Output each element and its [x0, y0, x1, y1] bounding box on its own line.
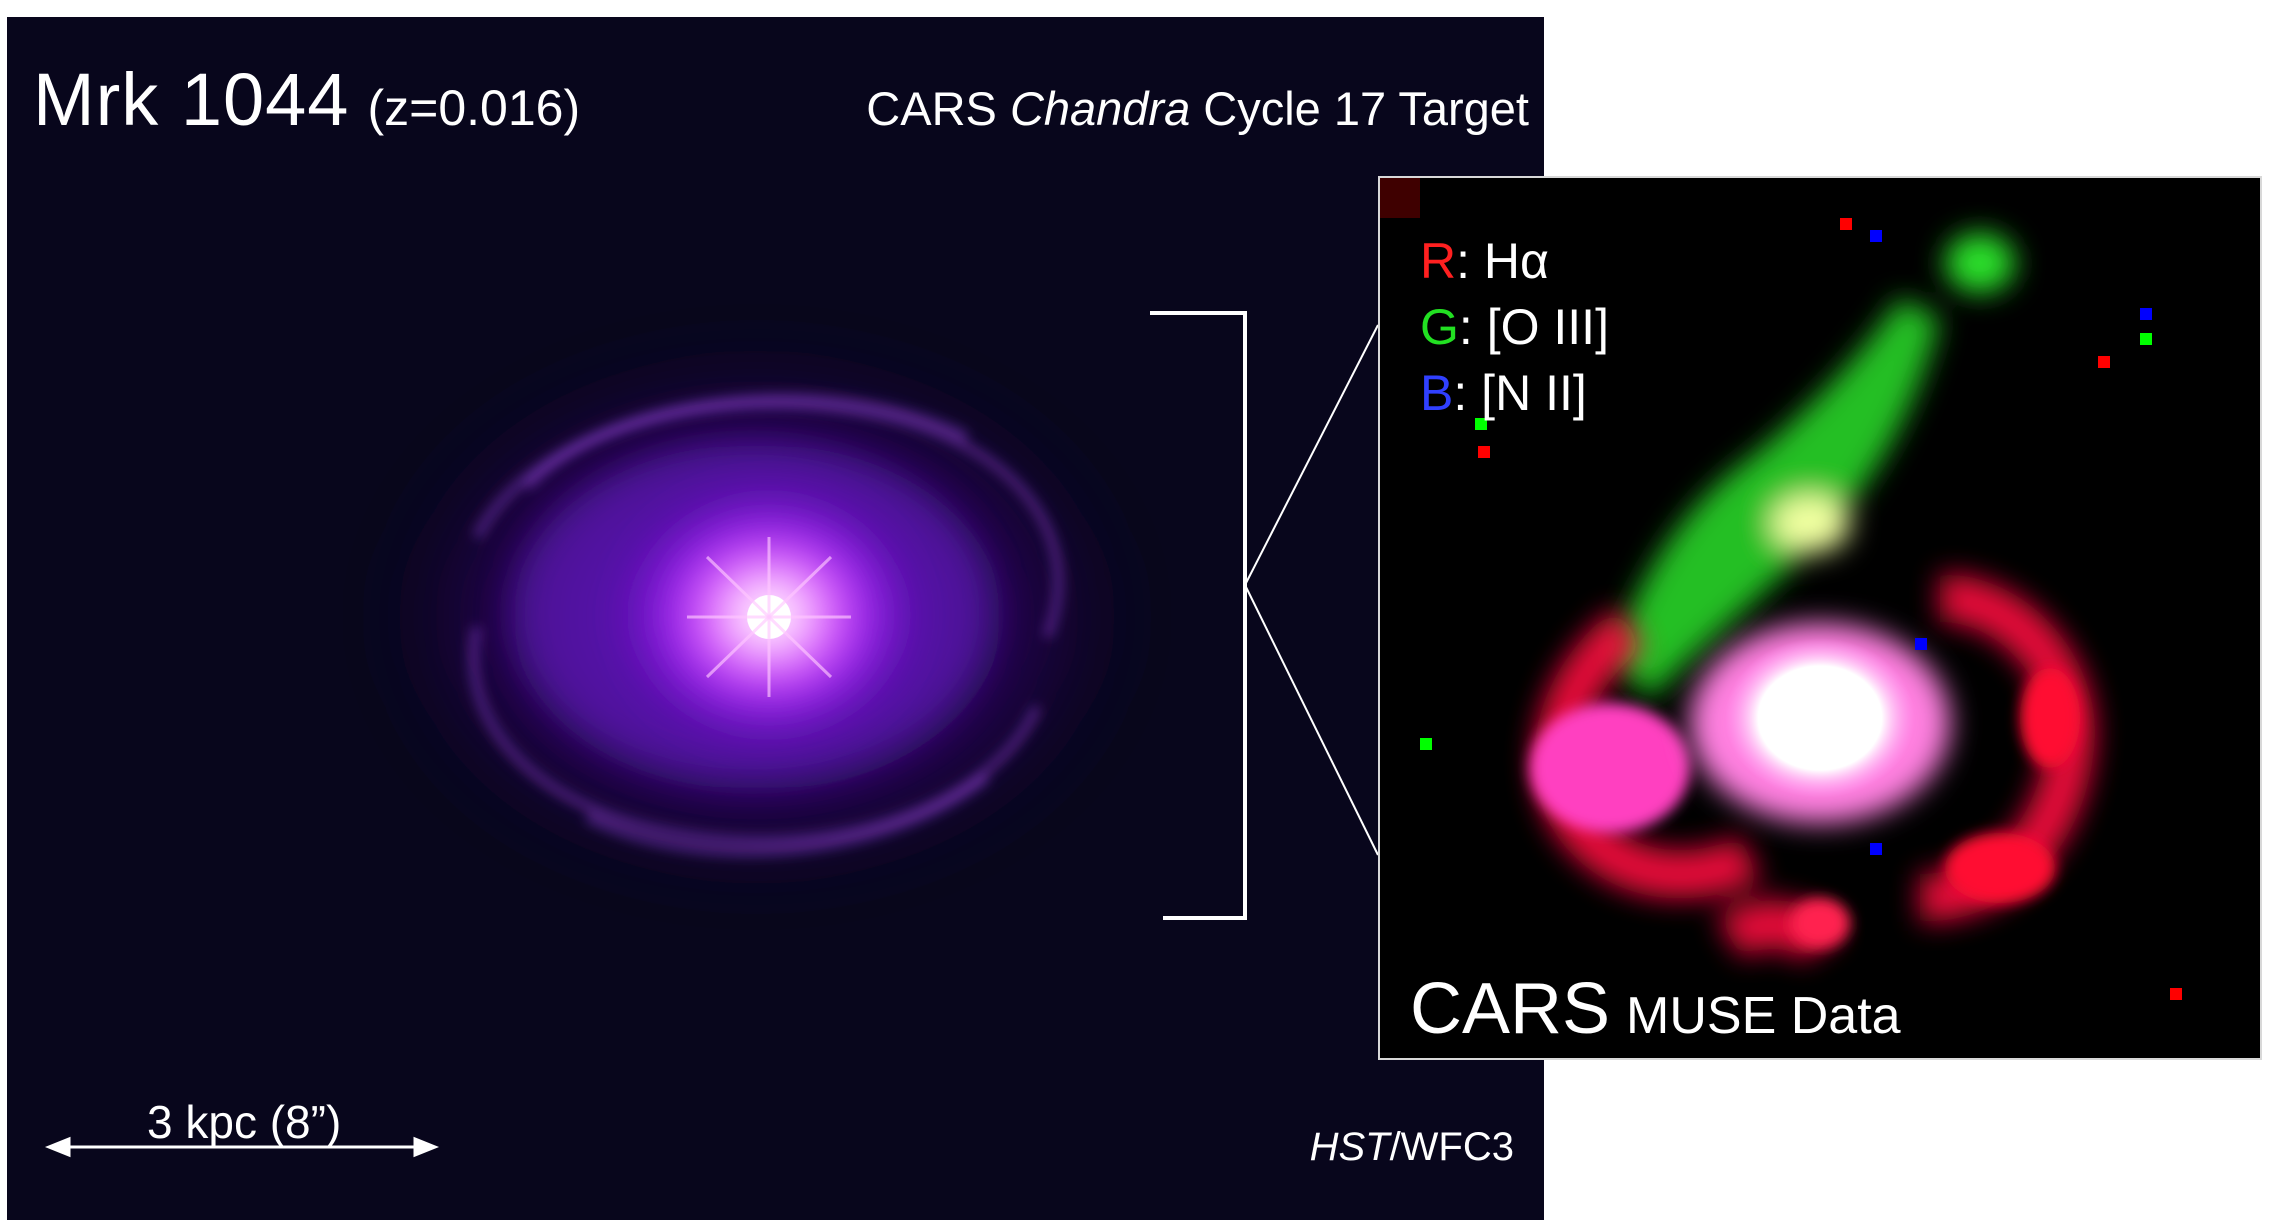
- instrument-camera: /WFC3: [1389, 1125, 1514, 1169]
- legend-channel-r: R: [1420, 233, 1457, 289]
- legend-row-blue: B: [N II]: [1420, 360, 1609, 426]
- muse-title-sub: MUSE Data: [1626, 987, 1901, 1045]
- legend-line-nii: [N II]: [1481, 365, 1587, 421]
- galaxy-title: Mrk 1044 (z=0.016): [33, 57, 580, 142]
- oiii-outflow: [1610, 233, 2015, 698]
- scale-bar-label: 3 kpc (8”): [147, 1096, 342, 1148]
- noise-pixels: [1380, 178, 2182, 1000]
- target-cycle: Cycle 17 Target: [1203, 82, 1529, 135]
- scale-bar: [44, 1136, 440, 1158]
- legend-channel-b: B: [1420, 365, 1454, 421]
- cars-target-label: CARS Chandra Cycle 17 Target: [866, 81, 1529, 136]
- instrument-telescope: HST: [1309, 1125, 1390, 1169]
- legend-separator: :: [1458, 299, 1473, 355]
- target-observatory: Chandra: [1009, 82, 1191, 135]
- channel-legend: R: Hα G: [O III] B: [N II]: [1420, 228, 1609, 426]
- legend-line-halpha: Hα: [1483, 233, 1549, 289]
- muse-title: CARS MUSE Data: [1410, 968, 1901, 1050]
- legend-row-red: R: Hα: [1420, 228, 1609, 294]
- legend-channel-g: G: [1420, 299, 1459, 355]
- galaxy-core: [619, 485, 919, 745]
- hst-image-panel: Mrk 1044 (z=0.016) CARS Chandra Cycle 17 …: [7, 17, 1544, 1220]
- redshift-label: (z=0.016): [367, 80, 581, 136]
- spiral-arms: [468, 393, 1064, 857]
- legend-line-oiii: [O III]: [1486, 299, 1609, 355]
- muse-emission-map: [1380, 178, 2260, 1058]
- object-name: Mrk 1044: [33, 58, 350, 141]
- legend-separator: :: [1456, 233, 1471, 289]
- nucleus: [1690, 623, 1950, 823]
- instrument-label: HST/WFC3: [1310, 1125, 1514, 1170]
- legend-row-green: G: [O III]: [1420, 294, 1609, 360]
- galaxy-image: [7, 17, 1544, 1220]
- legend-separator: :: [1453, 365, 1468, 421]
- halpha-knots: [1530, 668, 2080, 948]
- target-prefix: CARS: [866, 82, 997, 135]
- muse-inset-panel: R: Hα G: [O III] B: [N II] CARS MUSE Data: [1378, 176, 2262, 1060]
- muse-title-main: CARS: [1410, 969, 1611, 1049]
